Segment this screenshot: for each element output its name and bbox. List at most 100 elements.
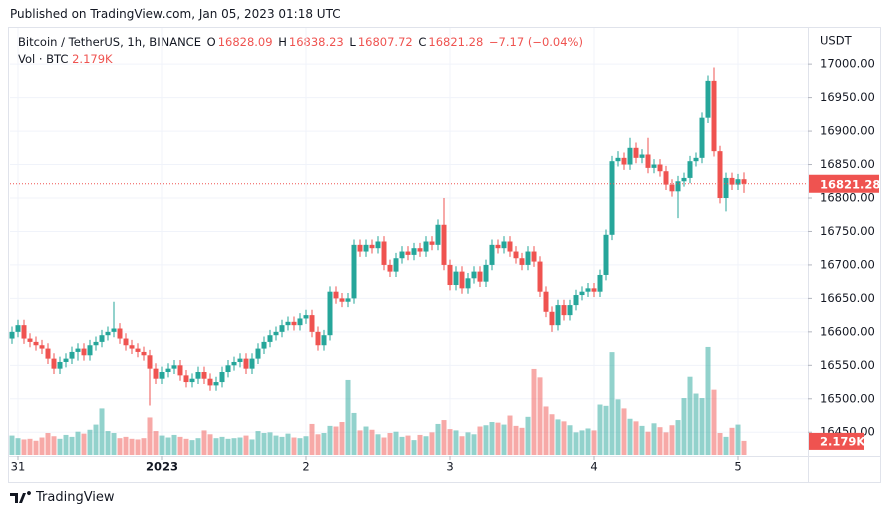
volume-bar — [15, 438, 21, 455]
volume-bar — [615, 399, 621, 455]
candle-body — [201, 372, 207, 379]
candle-body — [33, 341, 39, 346]
volume-bar — [159, 435, 165, 455]
candle-body — [183, 375, 189, 383]
volume-bar — [255, 431, 261, 455]
volume-bar — [489, 422, 495, 455]
candle-body — [267, 335, 273, 342]
candle-body — [429, 241, 435, 245]
volume-bar — [441, 420, 447, 455]
volume-bar — [639, 425, 645, 455]
volume-bar — [183, 438, 189, 455]
candle-body — [207, 378, 213, 386]
volume-bar — [507, 415, 513, 455]
candle-body — [189, 378, 195, 383]
logo — [10, 490, 31, 503]
volume-bar — [663, 432, 669, 455]
volume-bar — [621, 408, 627, 455]
candle-body — [39, 345, 45, 349]
close-label: C — [418, 35, 427, 49]
candle-body — [225, 365, 231, 373]
volume-bar — [459, 436, 465, 455]
volume-title: Vol · BTC — [18, 52, 69, 66]
last-price-box — [809, 174, 879, 193]
candle-body — [729, 177, 735, 185]
volume-bar — [315, 434, 321, 455]
candle-body — [21, 325, 27, 339]
volume-bar — [495, 422, 501, 455]
candle-body — [567, 305, 573, 316]
candle-body — [501, 241, 507, 249]
volume-bar — [213, 438, 219, 455]
volume-bar — [267, 432, 273, 455]
candle-body — [99, 335, 105, 342]
y-tick-label: 16850.00 — [820, 157, 875, 171]
candle-body — [387, 264, 393, 272]
candle-body — [327, 291, 333, 336]
volume-bar — [195, 438, 201, 455]
candle-body — [375, 241, 381, 249]
y-tick-label: 16700.00 — [820, 257, 875, 271]
candle-body — [669, 184, 675, 192]
volume-bar — [105, 431, 111, 455]
candle-body — [513, 251, 519, 259]
volume-bar — [141, 438, 147, 455]
volume-bar — [549, 414, 555, 455]
candle-body — [561, 305, 567, 316]
candle-body — [171, 365, 177, 369]
volume-bar — [447, 429, 453, 455]
candle-body — [111, 328, 117, 332]
candle-body — [657, 164, 663, 172]
y-tick-label: 16750.00 — [820, 224, 875, 238]
volume-bar — [327, 425, 333, 455]
candle-body — [411, 248, 417, 255]
last-volume-label: 2.179K — [820, 434, 866, 448]
volume-bar — [69, 436, 75, 455]
y-tick-label: 16550.00 — [820, 358, 875, 372]
candle-body — [531, 251, 537, 262]
price-axis-title: USDT — [820, 34, 853, 48]
volume-bar — [27, 438, 33, 455]
volume-bar — [81, 433, 87, 455]
volume-bar — [477, 426, 483, 455]
candle-body — [381, 241, 387, 265]
volume-bar — [87, 429, 93, 455]
volume-value: 2.179K — [72, 52, 113, 66]
candle-body — [75, 348, 81, 352]
volume-bar — [321, 433, 327, 455]
candle-body — [465, 278, 471, 289]
x-tick-label: 3 — [446, 460, 453, 474]
x-tick-label: 31 — [11, 460, 26, 474]
volume-bar — [453, 430, 459, 455]
volume-bar — [555, 419, 561, 455]
volume-bar — [699, 398, 705, 455]
last-price-label: 16821.28 — [820, 177, 880, 191]
candle-body — [63, 358, 69, 362]
volume-bar — [279, 436, 285, 455]
volume-bar — [375, 434, 381, 455]
y-tick-label: 16900.00 — [820, 124, 875, 138]
candle-body — [483, 264, 489, 282]
volume-bar — [693, 393, 699, 455]
y-tick-label: 16800.00 — [820, 190, 875, 204]
volume-bar — [399, 436, 405, 455]
volume-bar — [567, 425, 573, 455]
volume-bar — [351, 412, 357, 455]
x-tick-label: 4 — [590, 460, 597, 474]
candle-body — [339, 298, 345, 302]
candle-body — [309, 315, 315, 332]
candle-body — [45, 348, 51, 359]
volume-bar — [717, 433, 723, 455]
candle-body — [141, 351, 147, 356]
legend: Bitcoin / TetherUS, 1h, BINANCE O 16828.0… — [18, 35, 585, 49]
volume-bar — [357, 430, 363, 455]
candle-body — [57, 361, 63, 369]
candle-body — [399, 251, 405, 259]
volume-bar — [483, 425, 489, 455]
volume-bar — [243, 435, 249, 455]
candle-body — [315, 331, 321, 346]
candle-body — [651, 164, 657, 168]
volume-bar — [309, 423, 315, 455]
volume-bar — [177, 436, 183, 455]
candle-body — [639, 154, 645, 158]
